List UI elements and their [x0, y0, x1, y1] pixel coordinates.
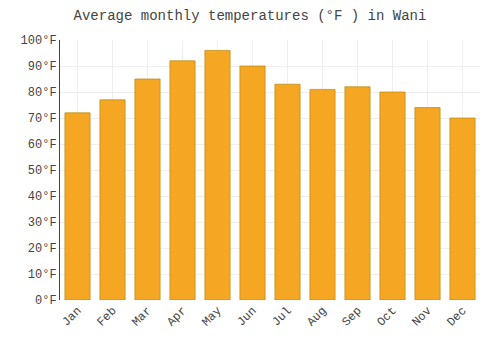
svg-text:80°F: 80°F — [28, 86, 57, 100]
svg-text:30°F: 30°F — [28, 216, 57, 230]
svg-text:20°F: 20°F — [28, 242, 57, 256]
svg-text:0°F: 0°F — [35, 294, 57, 308]
svg-text:50°F: 50°F — [28, 164, 57, 178]
svg-text:70°F: 70°F — [28, 112, 57, 126]
svg-text:90°F: 90°F — [28, 60, 57, 74]
svg-text:Jun: Jun — [234, 304, 259, 329]
svg-text:Jul: Jul — [269, 304, 294, 329]
svg-text:Average monthly temperatures (: Average monthly temperatures (°F ) in Wa… — [74, 8, 427, 24]
svg-text:40°F: 40°F — [28, 190, 57, 204]
svg-text:Jan: Jan — [59, 304, 84, 329]
svg-text:Mar: Mar — [129, 304, 154, 329]
svg-text:10°F: 10°F — [28, 268, 57, 282]
svg-text:Aug: Aug — [304, 304, 329, 329]
svg-text:Dec: Dec — [444, 304, 469, 329]
svg-text:May: May — [199, 304, 224, 329]
svg-text:Feb: Feb — [94, 304, 119, 329]
svg-text:Nov: Nov — [409, 304, 434, 329]
svg-text:Sep: Sep — [339, 304, 364, 329]
svg-text:100°F: 100°F — [21, 34, 57, 48]
svg-text:60°F: 60°F — [28, 138, 57, 152]
svg-text:Apr: Apr — [164, 304, 189, 329]
svg-text:Oct: Oct — [374, 304, 399, 329]
